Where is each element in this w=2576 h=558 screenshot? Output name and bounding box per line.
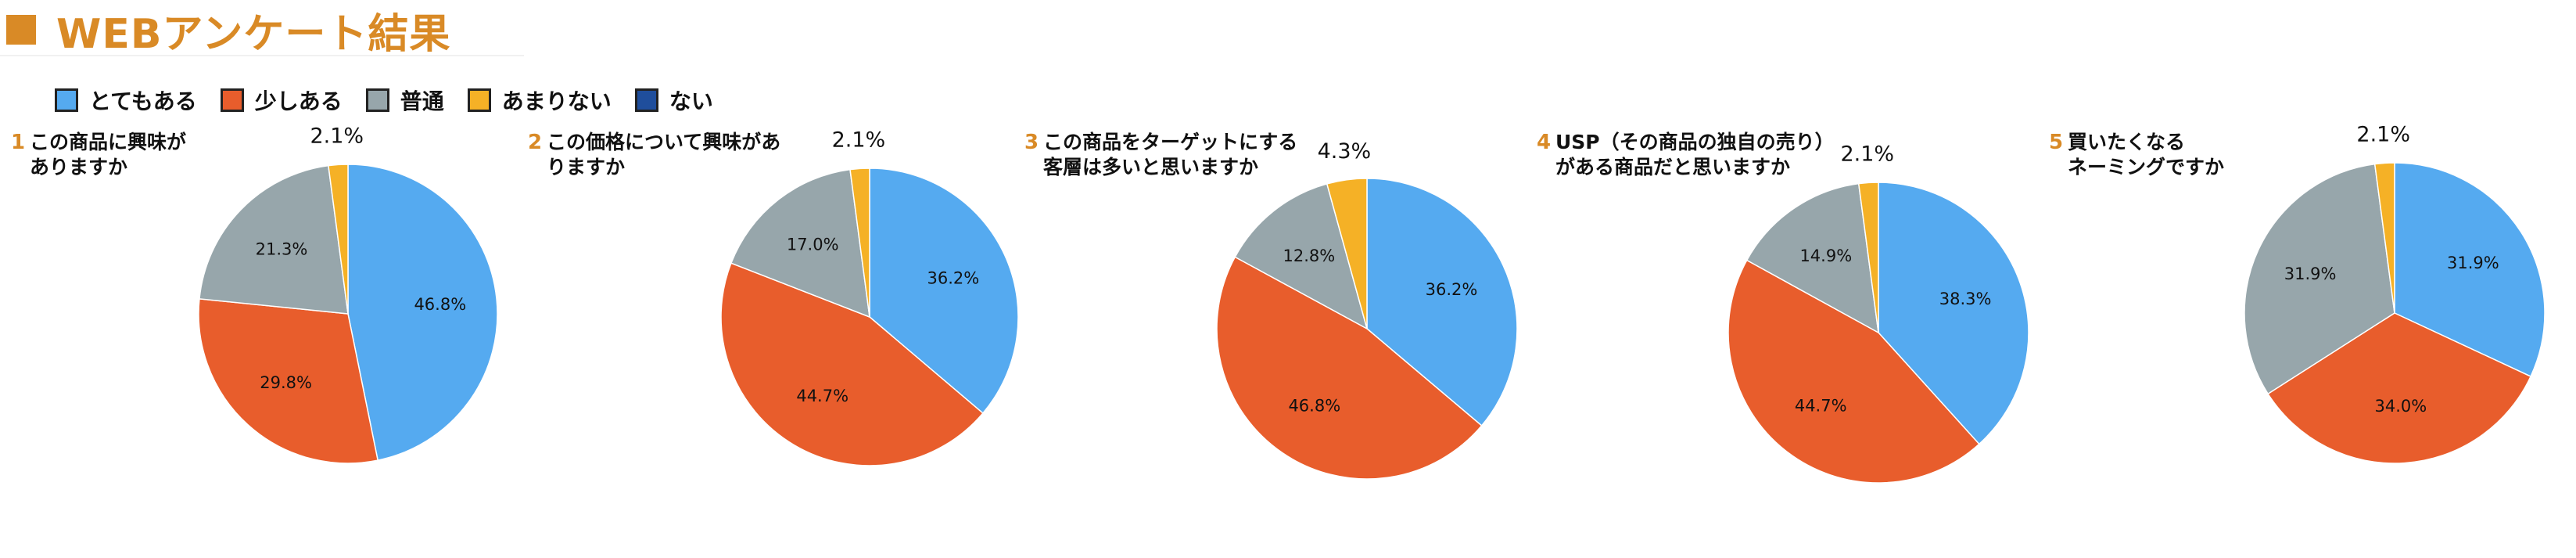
pie-slice-2 [1216,256,1483,480]
slice-value-label: 21.3% [256,240,308,259]
question-text: この価格について興味があ [547,131,780,153]
slice-value-label: 36.2% [927,269,980,288]
slice-value-label: 2.1% [1840,142,1894,167]
legend-item-very: とてもある [55,85,197,116]
pie-slice-2 [720,262,984,466]
slice-value-label: 44.7% [1795,396,1847,415]
slice-value-label: 31.9% [2284,265,2337,283]
pie-slice-4 [849,167,870,318]
legend-label: とてもある [89,88,197,114]
pie-slice-3 [199,164,349,315]
pie-slice-3 [1745,182,1879,334]
slice-value-label: 38.3% [1939,290,1992,308]
pie-slice-4 [328,164,349,315]
pie-slice-4 [2373,162,2395,314]
legend-label: 少しある [254,88,343,114]
question-text: この商品をターゲットにする [1043,131,1297,153]
slice-value-label: 46.8% [414,295,466,314]
pie-slice-2 [2267,312,2532,464]
pie-slice-1 [347,164,498,462]
question-text: ありますか [30,156,127,178]
question-number: 5 [2049,131,2063,154]
question-text: この商品に興味が [30,131,186,153]
legend-label: 普通 [400,88,444,114]
legend-item-little: あまりない [467,85,612,116]
legend-item-none: ない [634,85,713,116]
question-text: 買いたくなる [2068,131,2185,153]
question-text: りますか [547,156,625,178]
slice-value-label: 44.7% [796,387,849,405]
slice-value-label: 29.8% [260,373,312,392]
slice-value-label: 12.8% [1283,247,1336,265]
pie-chart-4: 4 USP（その商品の独自の売り） がある商品だと思いますか 38.3% 44.7% 14… [1537,131,2029,484]
pie-slice-2 [198,298,379,464]
question-number: 3 [1024,131,1039,154]
question-text: がある商品だと思いますか [1555,156,1790,178]
slice-value-label: 4.3% [1318,139,1372,164]
title-marker-square [6,15,36,45]
pie-slice-1 [1366,178,1518,427]
legend: とてもある 少しある 普通 あまりない ない [55,85,737,116]
question-number: 1 [11,131,25,154]
question-text: ネーミングですか [2068,156,2224,178]
slice-value-label: 46.8% [1288,396,1340,415]
slice-value-label: 34.0% [2375,397,2427,416]
pie-slice-3 [1234,183,1369,330]
legend-item-neutral: 普通 [365,85,444,116]
slice-value-label: 2.1% [832,128,886,153]
legend-swatch-none [634,88,658,112]
legend-swatch-some [220,88,244,112]
pie-slice-4 [1326,178,1368,329]
pie-slice-2 [1727,259,1980,484]
legend-label: あまりない [501,88,612,114]
pie-slice-1 [2394,162,2546,378]
question-number: 2 [528,131,542,154]
slice-value-label: 17.0% [787,235,839,254]
pie-slice-3 [2244,163,2395,395]
page-title-block: WEBアンケート結果 [6,6,450,58]
title-divider [0,55,524,56]
pie-slice-1 [869,167,1019,414]
pie-slice-4 [1857,182,1879,333]
slice-value-label: 2.1% [310,124,364,149]
question-text: 客層は多いと思いますか [1043,156,1258,178]
pie-slice-3 [730,168,870,319]
slice-value-label: 2.1% [2356,123,2410,147]
slice-value-label: 31.9% [2447,254,2499,272]
legend-label: ない [669,88,713,114]
question-number: 4 [1537,131,1551,154]
slice-value-label: 14.9% [1799,247,1852,265]
question-text: USP（その商品の独自の売り） [1555,131,1835,153]
legend-swatch-very [55,88,78,112]
slice-value-label: 36.2% [1426,280,1478,299]
page-title: WEBアンケート結果 [56,10,451,58]
legend-swatch-little [467,88,491,112]
pie-slice-1 [1878,182,2029,445]
legend-item-some: 少しある [220,85,343,116]
legend-swatch-neutral [365,88,389,112]
